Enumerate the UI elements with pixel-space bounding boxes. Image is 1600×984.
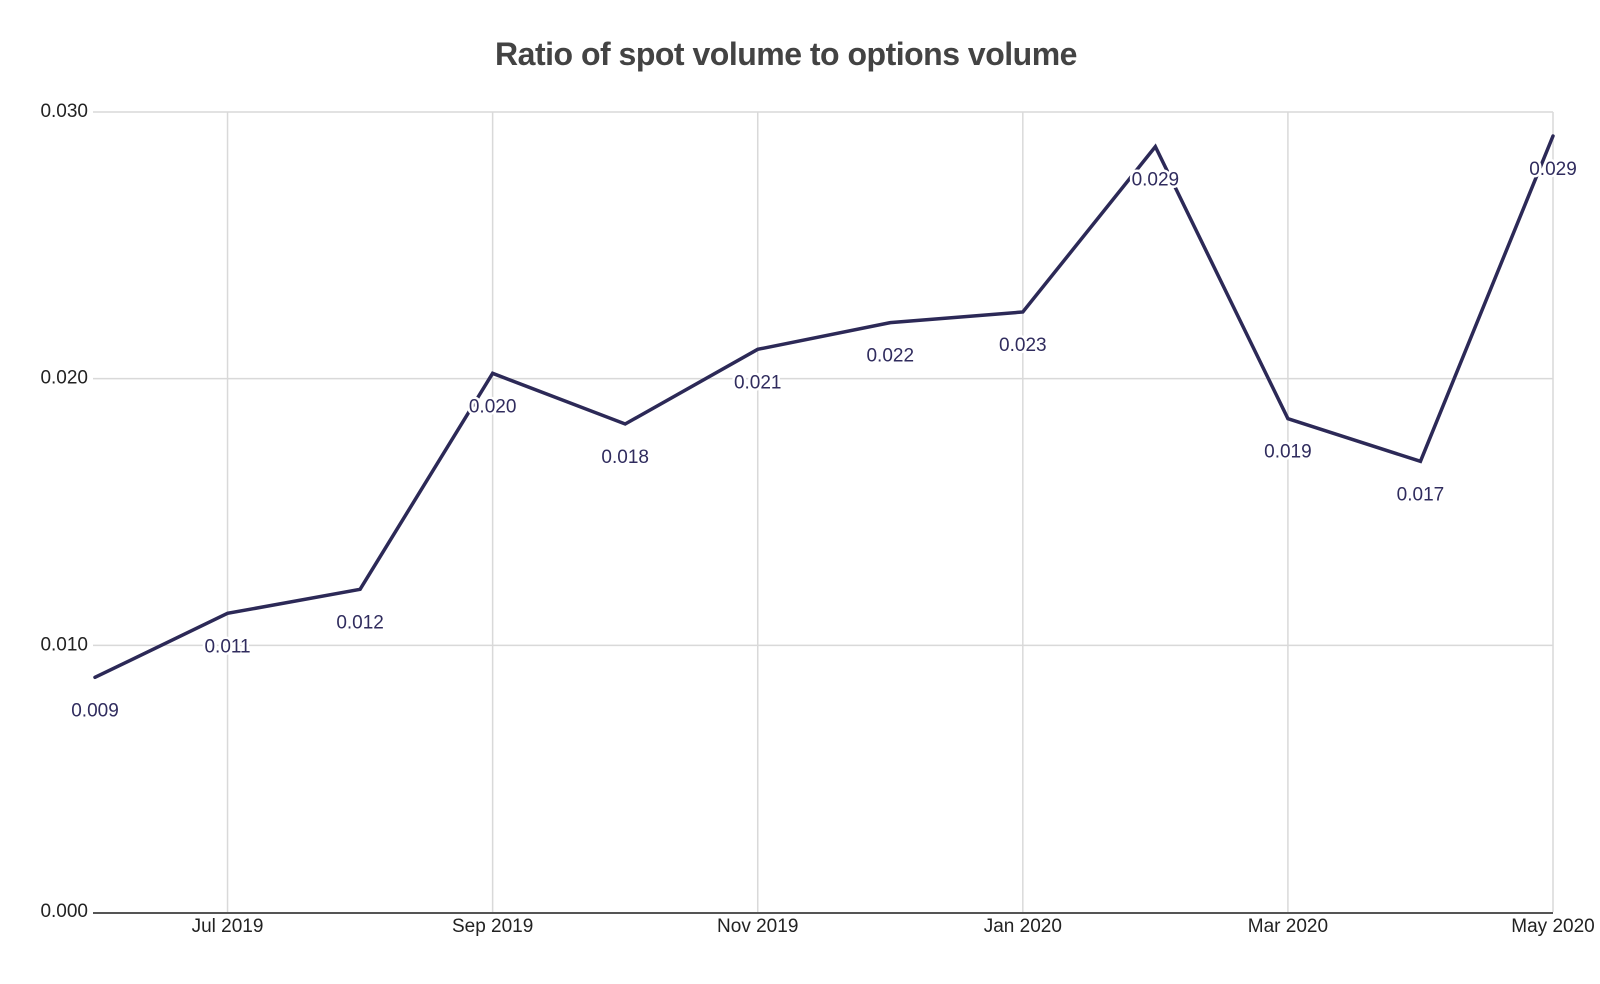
x-tick-label: Jan 2020: [984, 916, 1062, 937]
data-point-label: 0.017: [1397, 484, 1445, 505]
y-tick-label: 0.010: [40, 634, 88, 655]
y-tick-label: 0.030: [40, 101, 88, 122]
x-tick-label: Sep 2019: [452, 916, 533, 937]
data-point-label: 0.022: [866, 346, 914, 367]
x-tick-label: Nov 2019: [717, 916, 798, 937]
x-tick-label: May 2020: [1511, 916, 1594, 937]
data-point-label: 0.029: [1132, 170, 1180, 191]
y-tick-label: 0.020: [40, 368, 88, 389]
data-point-label: 0.018: [601, 447, 649, 468]
data-point-label: 0.029: [1529, 159, 1577, 180]
chart-title: Ratio of spot volume to options volume: [495, 36, 1077, 72]
data-point-label: 0.020: [469, 396, 517, 417]
data-point-label: 0.023: [999, 335, 1047, 356]
data-point-label: 0.021: [734, 372, 782, 393]
data-point-label: 0.009: [71, 700, 119, 721]
y-tick-label: 0.000: [40, 901, 88, 922]
data-point-label: 0.011: [204, 636, 250, 657]
data-point-label: 0.019: [1264, 442, 1312, 463]
data-point-label: 0.012: [336, 612, 384, 633]
data-series-line: [93, 134, 1555, 680]
x-tick-label: Jul 2019: [192, 916, 264, 937]
x-tick-label: Mar 2020: [1248, 916, 1328, 937]
